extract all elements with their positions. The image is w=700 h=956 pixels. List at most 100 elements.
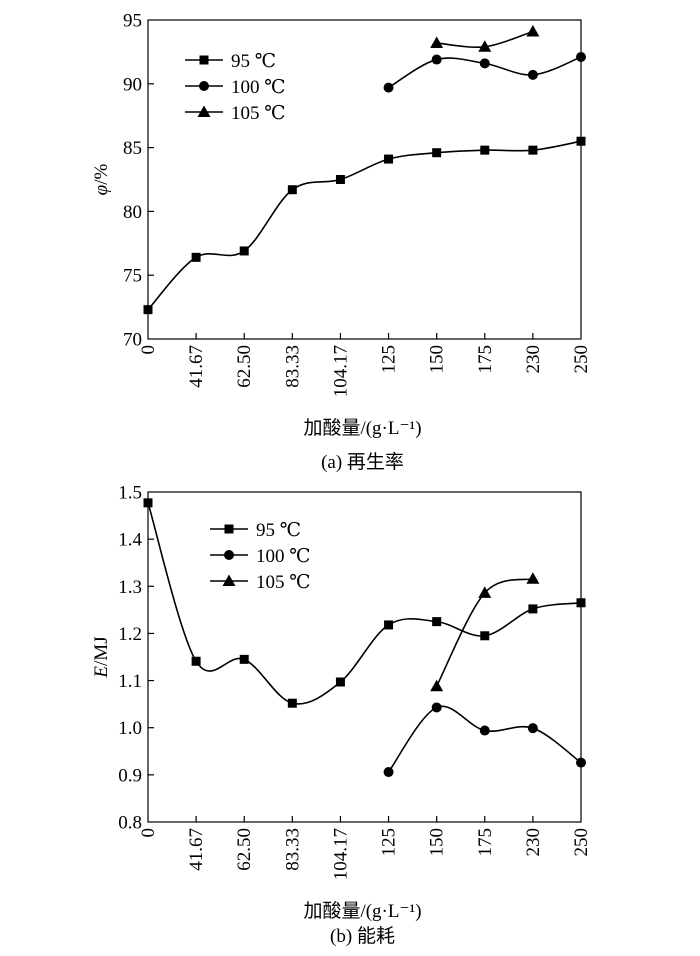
legend: 95 ℃ 100 ℃ 105 ℃: [185, 51, 286, 124]
data-point-square: [335, 677, 345, 687]
data-point-square: [287, 185, 297, 195]
x-tick-label: 125: [379, 828, 400, 857]
series-circle: [383, 52, 586, 93]
data-point-circle: [383, 82, 394, 93]
data-point-triangle: [478, 586, 492, 598]
legend-marker-circle: [224, 550, 234, 560]
data-point-square: [480, 145, 490, 155]
legend-label: 95 ℃: [231, 51, 276, 72]
data-point-circle: [576, 52, 586, 63]
data-point-square: [287, 698, 297, 708]
x-tick-label: 125: [379, 345, 400, 374]
y-tick-label: 1.2: [118, 624, 142, 645]
legend-marker-triangle: [197, 105, 211, 117]
y-axis-symbol: φ: [91, 185, 112, 196]
legend-marker-square: [199, 55, 209, 65]
series-line: [387, 705, 582, 773]
data-point-circle: [527, 723, 538, 734]
x-tick-label: 230: [523, 828, 544, 857]
y-tick-label: 1.4: [118, 530, 142, 551]
data-point-square: [576, 136, 586, 146]
data-point-circle: [431, 54, 442, 65]
data-point-triangle: [430, 679, 444, 692]
legend: 95 ℃ 100 ℃ 105 ℃: [210, 520, 311, 593]
legend-label: 95 ℃: [256, 520, 301, 541]
data-point-square: [239, 246, 249, 256]
series-triangle: [430, 572, 540, 692]
legend-label: 105 ℃: [256, 572, 311, 593]
y-axis-title: E/MJ: [91, 636, 112, 678]
x-tick-label: 0: [138, 828, 159, 838]
chart-panel-a: 0 41.67 62.50 83.33 104.17 125 150 175 230 250 70 7…: [91, 11, 592, 474]
chart-panel-b: 0 41.67 62.50 83.33 104.17 125 150 175 230 250 0.8…: [91, 483, 592, 948]
data-point-square: [432, 148, 442, 158]
data-point-square: [335, 175, 345, 184]
data-point-square: [528, 145, 538, 155]
legend-marker-circle: [199, 81, 209, 91]
data-point-square: [384, 620, 394, 630]
y-tick-label: 0.8: [118, 813, 142, 834]
legend-label: 100 ℃: [256, 546, 311, 567]
y-axis-symbol: E: [91, 666, 112, 679]
x-axis-title: 加酸量/(g·L⁻¹): [303, 417, 421, 439]
figure-caption: (a) 再生率: [321, 451, 404, 473]
x-tick-label: 41.67: [186, 828, 207, 871]
y-axis-title: φ/%: [91, 164, 112, 196]
x-tick-label: 175: [475, 345, 496, 374]
x-tick-label: 175: [475, 828, 496, 857]
x-tick-label: 83.33: [282, 828, 303, 871]
data-point-circle: [527, 69, 538, 80]
x-tick-label: 104.17: [330, 345, 351, 397]
y-axis-unit: /%: [91, 164, 112, 185]
y-tick-label: 90: [123, 74, 142, 95]
x-tick-label: 83.33: [282, 345, 303, 388]
data-point-circle: [479, 58, 490, 69]
figure-caption: (b) 能耗: [330, 925, 395, 947]
data-point-square: [432, 617, 442, 627]
data-point-triangle: [526, 24, 540, 37]
x-tick-label: 250: [571, 345, 592, 374]
y-tick-label: 80: [123, 202, 142, 223]
x-tick-label: 150: [427, 345, 448, 374]
data-point-square: [143, 305, 153, 315]
series-square: [143, 498, 586, 708]
y-tick-label: 70: [123, 330, 142, 351]
y-axis-unit: /MJ: [91, 636, 112, 666]
x-tick-label: 230: [523, 345, 544, 374]
data-point-circle: [431, 702, 442, 713]
legend-label: 100 ℃: [231, 77, 286, 98]
x-tick-label: 62.50: [234, 828, 255, 871]
series-square: [143, 136, 586, 315]
x-tick-label: 41.67: [186, 345, 207, 388]
data-point-circle: [576, 757, 586, 768]
data-point-triangle: [430, 36, 444, 48]
x-tick-label: 250: [571, 828, 592, 857]
y-tick-label: 75: [123, 266, 142, 287]
y-tick-label: 1.5: [118, 483, 142, 504]
legend-label: 105 ℃: [231, 103, 286, 124]
y-tick-label: 95: [123, 11, 142, 32]
series-line: [147, 140, 582, 311]
y-tick-label: 85: [123, 138, 142, 159]
plot-frame: [147, 19, 582, 340]
x-axis-title: 加酸量/(g·L⁻¹): [303, 900, 421, 922]
data-point-square: [528, 604, 538, 614]
y-tick-label: 1.1: [118, 671, 142, 692]
data-point-circle: [479, 725, 490, 736]
x-tick-label: 150: [427, 828, 448, 857]
y-tick-label: 1.3: [118, 577, 142, 598]
x-tick-label: 62.50: [234, 345, 255, 388]
x-tick-label: 104.17: [330, 828, 351, 880]
series-triangle: [430, 24, 540, 52]
data-point-triangle: [478, 40, 492, 52]
data-point-square: [480, 631, 490, 641]
y-tick-label: 1.0: [118, 718, 142, 739]
y-tick-label: 0.9: [118, 765, 142, 786]
data-point-circle: [383, 767, 394, 778]
data-point-square: [239, 654, 249, 664]
data-point-square: [191, 252, 201, 262]
legend-marker-square: [224, 524, 234, 534]
data-point-square: [191, 656, 201, 666]
x-tick-label: 0: [138, 345, 159, 355]
